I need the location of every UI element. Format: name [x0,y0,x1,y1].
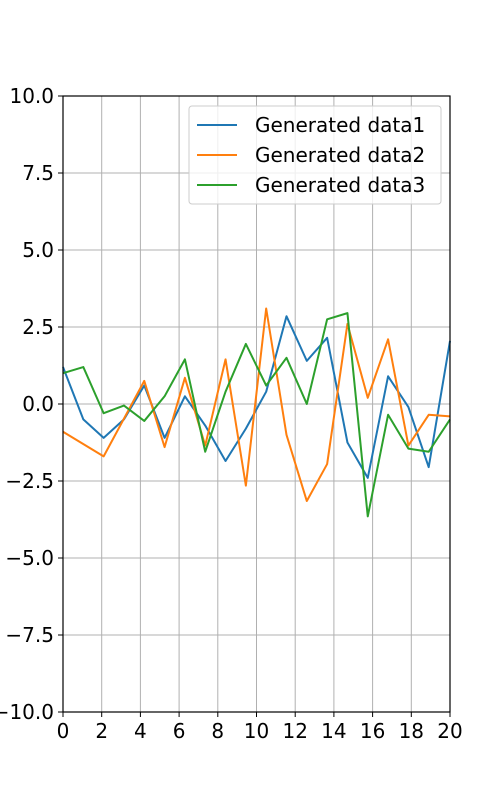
x-axis-ticks: 0 2 4 6 8 10 12 14 16 18 20 [57,712,463,743]
x-tick-label: 4 [134,719,147,743]
y-tick-label: −5.0 [5,546,54,570]
y-tick-label: −2.5 [5,469,54,493]
y-tick-label: 7.5 [22,161,54,185]
x-tick-label: 2 [95,719,108,743]
x-tick-label: 20 [437,719,462,743]
series-line-3 [62,312,451,518]
x-tick-label: 14 [321,719,346,743]
legend-label: Generated data1 [255,113,425,137]
x-tick-label: 12 [282,719,307,743]
legend-label: Generated data3 [255,173,425,197]
legend-box [188,105,442,205]
x-tick-label: 16 [360,719,385,743]
series-lines [62,307,451,518]
x-tick-label: 18 [399,719,424,743]
y-tick-label: 0.0 [22,392,54,416]
x-tick-label: 6 [173,719,186,743]
legend: Generated data1 Generated data2 Generated … [188,105,442,205]
y-tick-label: −10.0 [0,700,54,724]
legend-label: Generated data2 [255,143,425,167]
x-tick-label: 0 [57,719,70,743]
y-tick-label: −7.5 [5,623,54,647]
x-tick-label: 10 [244,719,269,743]
y-tick-label: 10.0 [9,84,54,108]
y-tick-label: 2.5 [22,315,54,339]
y-axis-ticks: −10.0 −7.5 −5.0 −2.5 0.0 2.5 5.0 7.5 10.0 [0,84,63,724]
y-tick-label: 5.0 [22,238,54,262]
x-tick-label: 8 [211,719,224,743]
